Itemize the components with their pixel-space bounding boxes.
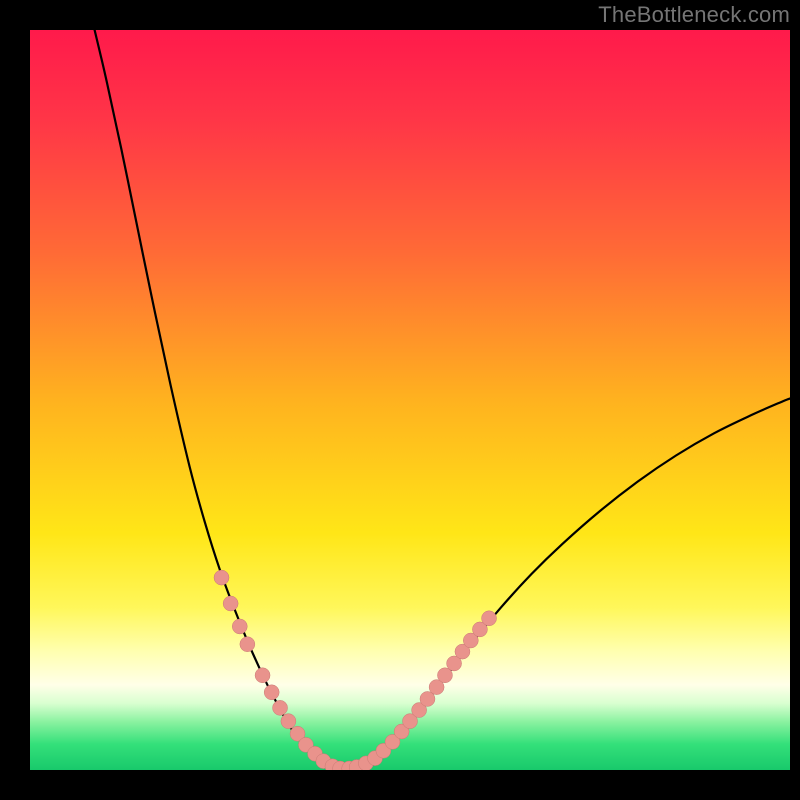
data-marker [264, 685, 279, 700]
data-marker [281, 714, 296, 729]
data-marker [482, 611, 497, 626]
data-marker [240, 637, 255, 652]
plot-area [30, 30, 790, 770]
watermark-text: TheBottleneck.com [598, 2, 790, 28]
gradient-background [30, 30, 790, 770]
chart-frame: TheBottleneck.com [0, 0, 800, 800]
data-marker [232, 619, 247, 634]
data-marker [255, 668, 270, 683]
gradient-plot [30, 30, 790, 770]
data-marker [214, 570, 229, 585]
data-marker [273, 700, 288, 715]
data-marker [223, 596, 238, 611]
